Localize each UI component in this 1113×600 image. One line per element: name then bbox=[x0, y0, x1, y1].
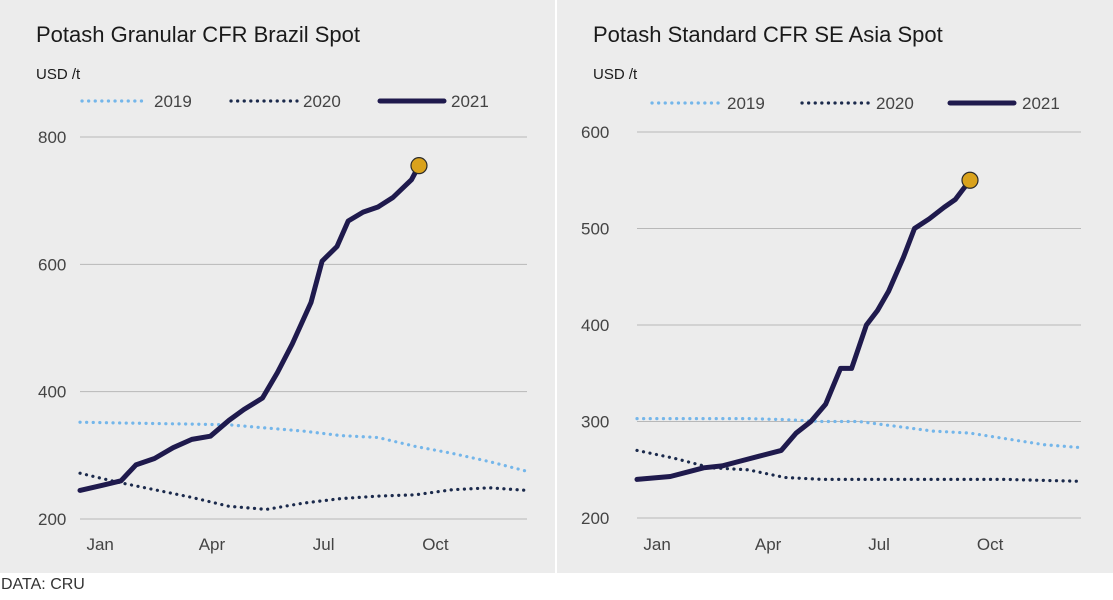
series-line-2021 bbox=[77, 163, 422, 493]
latest-value-marker bbox=[410, 157, 428, 175]
legend-label-2020: 2020 bbox=[303, 92, 341, 111]
series-line-2020 bbox=[635, 448, 1083, 483]
y-tick-label: 300 bbox=[581, 413, 609, 432]
y-tick-label: 200 bbox=[581, 509, 609, 528]
chart-panel-brazil: Potash Granular CFR Brazil Spot USD /t 2… bbox=[0, 0, 555, 573]
y-tick-label: 400 bbox=[38, 383, 66, 402]
y-tick-label: 600 bbox=[38, 255, 66, 274]
series-line-2021 bbox=[634, 177, 973, 482]
y-tick-label: 200 bbox=[38, 510, 66, 529]
x-tick-label: Jul bbox=[868, 535, 890, 554]
chart-title: Potash Granular CFR Brazil Spot bbox=[36, 22, 361, 47]
y-axis-unit-label: USD /t bbox=[36, 66, 81, 83]
legend-label-2021: 2021 bbox=[1022, 94, 1060, 113]
x-tick-label: Apr bbox=[199, 535, 226, 554]
chart-title: Potash Standard CFR SE Asia Spot bbox=[593, 22, 943, 47]
x-tick-label: Apr bbox=[755, 535, 782, 554]
legend-label-2020: 2020 bbox=[876, 94, 914, 113]
legend-label-2019: 2019 bbox=[727, 94, 765, 113]
chart-plot-brazil: 200 400 600 800 Jan Apr Jul Oct 2019 2020 2021 bbox=[38, 92, 529, 554]
y-axis-unit-label: USD /t bbox=[593, 66, 638, 83]
x-tick-label: Jan bbox=[86, 535, 113, 554]
x-tick-label: Oct bbox=[422, 535, 449, 554]
x-tick-label: Jan bbox=[643, 535, 670, 554]
series-line-2020 bbox=[78, 471, 529, 511]
series-line-2019 bbox=[78, 420, 529, 473]
latest-value-marker bbox=[961, 171, 979, 189]
legend-label-2021: 2021 bbox=[451, 92, 489, 111]
y-tick-label: 800 bbox=[38, 128, 66, 147]
source-note: DATA: CRU bbox=[1, 576, 85, 593]
chart-panel-se-asia: Potash Standard CFR SE Asia Spot USD /t … bbox=[557, 0, 1113, 573]
y-tick-label: 600 bbox=[581, 123, 609, 142]
chart-plot-se-asia: 200 300 400 500 600 Jan Apr Jul Oct 2019 2020 2021 bbox=[581, 94, 1083, 554]
legend-label-2019: 2019 bbox=[154, 92, 192, 111]
x-tick-label: Jul bbox=[313, 535, 335, 554]
series-line-2019 bbox=[635, 417, 1083, 450]
y-tick-label: 500 bbox=[581, 220, 609, 239]
x-tick-label: Oct bbox=[977, 535, 1004, 554]
y-tick-label: 400 bbox=[581, 316, 609, 335]
